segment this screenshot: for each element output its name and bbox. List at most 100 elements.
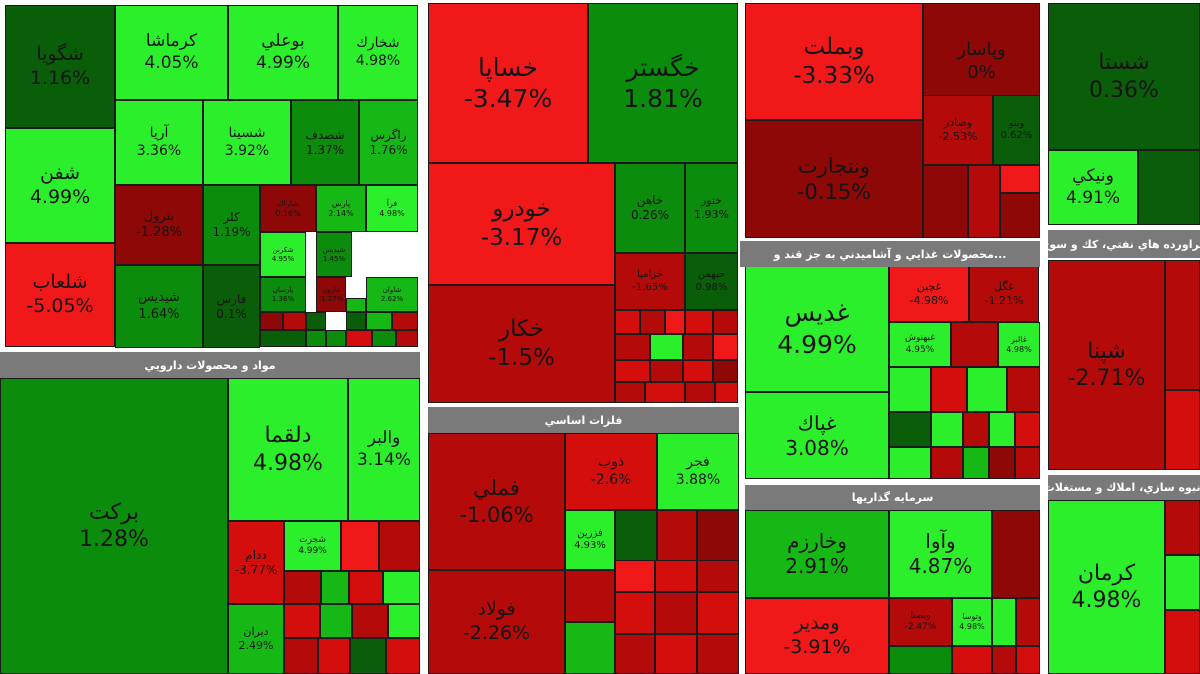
stock-tile[interactable]: شگويا 1.16% [5, 5, 115, 128]
small-stock-tile[interactable] [1015, 412, 1040, 447]
small-stock-tile[interactable] [1000, 165, 1040, 193]
small-stock-tile[interactable] [655, 560, 697, 592]
small-stock-tile[interactable] [963, 447, 989, 479]
small-stock-tile[interactable] [615, 560, 655, 592]
small-stock-tile[interactable] [713, 310, 738, 334]
stock-tile[interactable]: وبصنا -2.47% [889, 598, 952, 646]
small-stock-tile[interactable] [615, 634, 655, 674]
stock-tile[interactable]: شپنا -2.71% [1048, 260, 1165, 470]
small-stock-tile[interactable] [952, 646, 992, 674]
stock-tile[interactable]: خكار -1.5% [428, 285, 615, 403]
small-stock-tile[interactable] [683, 360, 713, 382]
sector-header[interactable]: فراورده هاي نفتي، كك و سوخ [1048, 230, 1200, 258]
small-stock-tile[interactable] [713, 360, 738, 382]
small-stock-tile[interactable] [931, 412, 963, 447]
small-stock-tile[interactable] [697, 592, 739, 634]
stock-tile[interactable]: فملي -1.06% [428, 433, 565, 570]
small-stock-tile[interactable] [992, 646, 1016, 674]
stock-tile[interactable]: شاوان 2.62% [366, 277, 418, 312]
small-stock-tile[interactable] [341, 521, 379, 571]
stock-tile[interactable]: فجر 3.88% [657, 433, 739, 510]
stock-tile[interactable]: غبهنوش 4.95% [889, 322, 951, 367]
small-stock-tile[interactable] [386, 638, 420, 674]
small-stock-tile[interactable] [350, 638, 386, 674]
stock-tile[interactable]: شپديس 1.45% [316, 232, 352, 277]
stock-tile[interactable]: پارسان 1.36% [260, 277, 306, 312]
small-stock-tile[interactable] [1165, 555, 1200, 610]
small-stock-tile[interactable] [306, 330, 326, 347]
stock-tile[interactable]: شيديس 1.64% [115, 265, 203, 348]
stock-tile[interactable]: وآوا 4.87% [889, 510, 992, 598]
small-stock-tile[interactable] [715, 382, 738, 403]
small-stock-tile[interactable] [565, 622, 615, 674]
small-stock-tile[interactable] [992, 510, 1040, 598]
small-stock-tile[interactable] [260, 312, 283, 330]
small-stock-tile[interactable] [346, 312, 366, 330]
sector-header[interactable]: ...محصولات غذايي و آشاميدني به جز قند و [740, 241, 1040, 267]
stock-tile[interactable]: شاراك 0.16% [260, 185, 316, 232]
small-stock-tile[interactable] [1016, 598, 1040, 646]
small-stock-tile[interactable] [697, 634, 739, 674]
small-stock-tile[interactable] [951, 322, 998, 367]
sector-header[interactable]: فلزات اساسي [428, 407, 739, 433]
small-stock-tile[interactable] [283, 312, 306, 330]
small-stock-tile[interactable] [963, 412, 989, 447]
stock-tile[interactable]: كرمان 4.98% [1048, 500, 1165, 674]
small-stock-tile[interactable] [655, 634, 697, 674]
stock-tile[interactable]: بوعلي 4.99% [228, 5, 338, 100]
small-stock-tile[interactable] [683, 334, 713, 360]
small-stock-tile[interactable] [615, 382, 645, 403]
stock-tile[interactable]: ونتجارت -0.15% [745, 120, 923, 238]
sector-header[interactable]: مواد و محصولات دارويي [0, 352, 420, 378]
small-stock-tile[interactable] [366, 312, 392, 330]
small-stock-tile[interactable] [383, 571, 420, 604]
stock-tile[interactable]: ديران 2.49% [228, 604, 284, 674]
small-stock-tile[interactable] [615, 592, 655, 634]
small-stock-tile[interactable] [320, 604, 352, 638]
stock-tile[interactable]: غالبر 4.98% [998, 322, 1040, 367]
small-stock-tile[interactable] [1165, 610, 1200, 674]
small-stock-tile[interactable] [1000, 193, 1040, 238]
stock-tile[interactable]: ونيكي 4.91% [1048, 150, 1138, 225]
small-stock-tile[interactable] [889, 412, 931, 447]
small-stock-tile[interactable] [640, 310, 665, 334]
small-stock-tile[interactable] [1015, 447, 1040, 479]
small-stock-tile[interactable] [992, 598, 1016, 646]
small-stock-tile[interactable] [615, 360, 650, 382]
stock-tile[interactable]: غچين -4.98% [889, 265, 969, 322]
small-stock-tile[interactable] [1007, 367, 1040, 412]
stock-tile[interactable]: شصدف 1.37% [291, 100, 359, 185]
stock-tile[interactable]: شجرت 4.99% [284, 521, 341, 571]
stock-tile[interactable]: مارون -1.27% [316, 277, 346, 312]
small-stock-tile[interactable] [1016, 646, 1040, 674]
small-stock-tile[interactable] [1165, 260, 1200, 390]
small-stock-tile[interactable] [923, 165, 968, 238]
small-stock-tile[interactable] [392, 312, 418, 330]
stock-tile[interactable]: وتوسا 4.98% [952, 598, 992, 646]
small-stock-tile[interactable] [1165, 500, 1200, 555]
stock-tile[interactable]: غپاك 3.08% [745, 392, 889, 479]
stock-tile[interactable]: غديس 4.99% [745, 265, 889, 392]
stock-tile[interactable]: شخارك 4.98% [338, 5, 418, 100]
small-stock-tile[interactable] [931, 367, 967, 412]
stock-tile[interactable]: خساپا -3.47% [428, 3, 588, 163]
stock-tile[interactable]: غگل -1.21% [969, 265, 1039, 322]
stock-tile[interactable]: خاهن 0.26% [615, 163, 685, 253]
stock-tile[interactable]: خودرو -3.17% [428, 163, 615, 285]
small-stock-tile[interactable] [615, 334, 650, 360]
small-stock-tile[interactable] [321, 571, 349, 604]
stock-tile[interactable]: ددام -3.77% [228, 521, 284, 604]
small-stock-tile[interactable] [889, 367, 931, 412]
stock-tile[interactable]: فزرين 4.93% [565, 510, 615, 570]
small-stock-tile[interactable] [968, 165, 1000, 238]
stock-tile[interactable]: خبهمن 0.98% [685, 253, 738, 310]
stock-tile[interactable]: شفن 4.99% [5, 128, 115, 243]
stock-tile[interactable]: وخارزم 2.91% [745, 510, 889, 598]
stock-tile[interactable]: بترول -1.28% [115, 185, 203, 265]
stock-tile[interactable]: ختور 1.93% [685, 163, 738, 253]
stock-tile[interactable]: كرماشا 4.05% [115, 5, 228, 100]
stock-tile[interactable]: خزاميا -1.65% [615, 253, 685, 310]
small-stock-tile[interactable] [349, 571, 383, 604]
sector-header[interactable]: انبوه سازي، املاك و مستغلات [1048, 475, 1200, 500]
small-stock-tile[interactable] [697, 560, 739, 592]
